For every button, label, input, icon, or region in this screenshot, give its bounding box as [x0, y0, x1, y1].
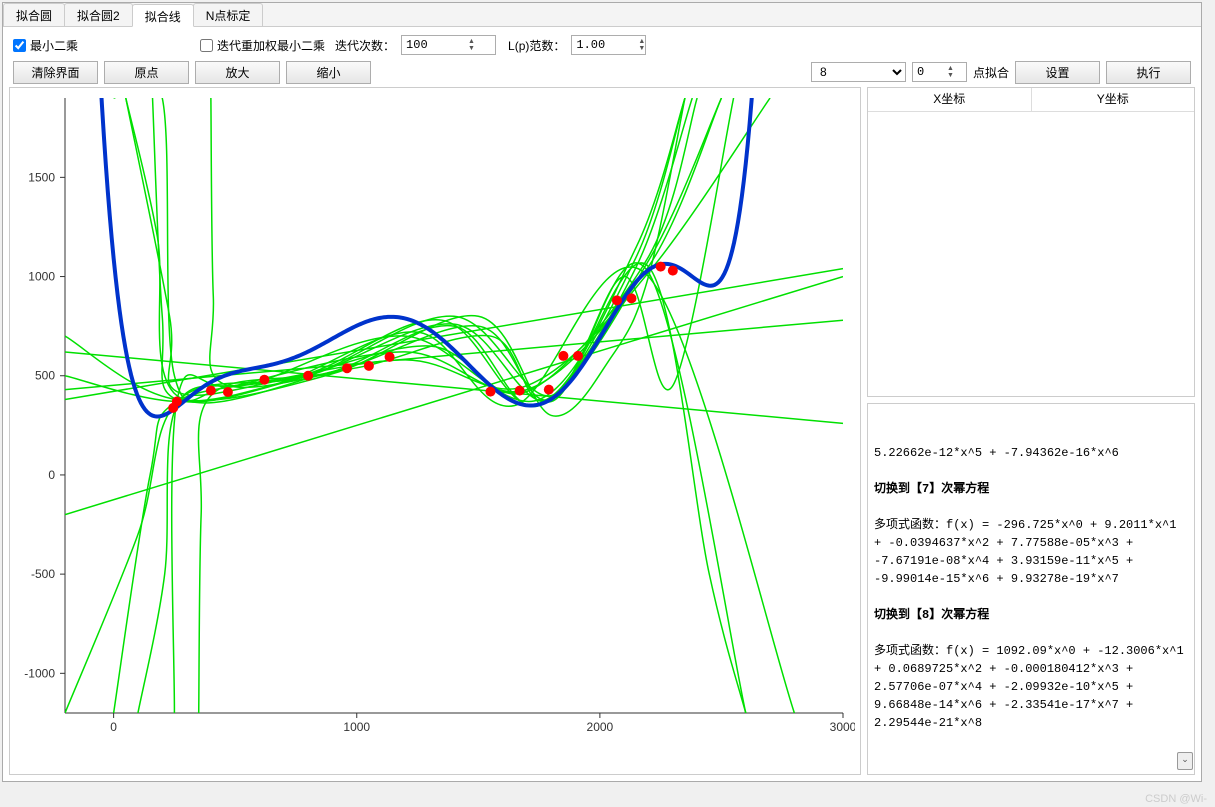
- iterations-spinner[interactable]: ▲▼: [401, 35, 496, 55]
- col-x-header: X坐标: [868, 88, 1032, 111]
- lp-norm-input[interactable]: [576, 38, 636, 52]
- lp-norm-label: L(p)范数：: [508, 37, 565, 54]
- log-output[interactable]: 5.22662e-12*x^5 + -7.94362e-16*x^6 切换到【7…: [867, 403, 1195, 775]
- tab-3[interactable]: N点标定: [193, 3, 264, 26]
- log-line: 切换到【8】次幂方程: [874, 606, 1188, 624]
- origin-button[interactable]: 原点: [104, 61, 189, 84]
- spinner-arrows[interactable]: ▲▼: [468, 38, 475, 52]
- svg-text:-500: -500: [31, 567, 55, 581]
- watermark: CSDN @Wi-: [1145, 793, 1207, 805]
- reweighted-label: 迭代重加权最小二乘: [217, 37, 325, 54]
- svg-text:0: 0: [110, 720, 117, 734]
- col-y-header: Y坐标: [1032, 88, 1195, 111]
- log-line: [874, 588, 1188, 606]
- tab-0[interactable]: 拟合圆: [3, 3, 65, 26]
- main-area: -1000 -500 0 500 1000 1500 0 1000 2000 3000 X坐标 Y…: [3, 87, 1201, 781]
- spinner-arrows[interactable]: ▲▼: [638, 38, 645, 52]
- least-squares-cb-input[interactable]: [13, 39, 26, 52]
- svg-text:3000: 3000: [830, 720, 855, 734]
- log-line: 5.22662e-12*x^5 + -7.94362e-16*x^6: [874, 444, 1188, 462]
- log-line: [874, 624, 1188, 642]
- controls-row-2: 清除界面 原点 放大 缩小 8 ▲▼ 点拟合 设置 执行: [3, 57, 1201, 87]
- table-header: X坐标 Y坐标: [868, 88, 1194, 112]
- plot-area[interactable]: -1000 -500 0 500 1000 1500 0 1000 2000 3000: [9, 87, 861, 775]
- svg-text:500: 500: [35, 369, 55, 383]
- zoom-in-button[interactable]: 放大: [195, 61, 280, 84]
- tab-1[interactable]: 拟合圆2: [64, 3, 133, 26]
- reweighted-checkbox[interactable]: 迭代重加权最小二乘: [200, 37, 325, 54]
- count-spinner[interactable]: ▲▼: [912, 62, 967, 82]
- right-panel: X坐标 Y坐标 5.22662e-12*x^5 + -7.94362e-16*x…: [867, 87, 1195, 775]
- log-line: 多项式函数：f(x) = -296.725*x^0 + 9.2011*x^1 +…: [874, 516, 1188, 588]
- clear-button[interactable]: 清除界面: [13, 61, 98, 84]
- spinner-arrows[interactable]: ▲▼: [947, 65, 954, 79]
- count-input[interactable]: [917, 65, 945, 79]
- point-fit-label: 点拟合: [973, 64, 1009, 81]
- least-squares-label: 最小二乘: [30, 37, 78, 54]
- svg-text:-1000: -1000: [24, 666, 55, 680]
- main-window: 拟合圆拟合圆2拟合线N点标定 最小二乘 迭代重加权最小二乘 迭代次数： ▲▼ L…: [2, 2, 1202, 782]
- tab-bar: 拟合圆拟合圆2拟合线N点标定: [3, 3, 1201, 27]
- execute-button[interactable]: 执行: [1106, 61, 1191, 84]
- svg-text:1000: 1000: [343, 720, 370, 734]
- log-line: 多项式函数：f(x) = 1092.09*x^0 + -12.3006*x^1 …: [874, 642, 1188, 732]
- iterations-input[interactable]: [406, 38, 466, 52]
- controls-row-1: 最小二乘 迭代重加权最小二乘 迭代次数： ▲▼ L(p)范数： ▲▼: [3, 27, 1201, 57]
- svg-text:2000: 2000: [587, 720, 614, 734]
- reweighted-cb-input[interactable]: [200, 39, 213, 52]
- settings-button[interactable]: 设置: [1015, 61, 1100, 84]
- log-line: 切换到【7】次幂方程: [874, 480, 1188, 498]
- zoom-out-button[interactable]: 缩小: [286, 61, 371, 84]
- iterations-label: 迭代次数：: [335, 37, 395, 54]
- scroll-down-icon[interactable]: ⌄: [1177, 752, 1193, 770]
- lp-norm-spinner[interactable]: ▲▼: [571, 35, 646, 55]
- log-line: [874, 462, 1188, 480]
- log-line: [874, 498, 1188, 516]
- tab-2[interactable]: 拟合线: [132, 4, 194, 27]
- least-squares-checkbox[interactable]: 最小二乘: [13, 37, 78, 54]
- svg-text:1500: 1500: [28, 170, 55, 184]
- svg-text:0: 0: [48, 468, 55, 482]
- chart-svg: -1000 -500 0 500 1000 1500 0 1000 2000 3000: [10, 88, 855, 748]
- svg-text:1000: 1000: [28, 270, 55, 284]
- coord-table: X坐标 Y坐标: [867, 87, 1195, 397]
- degree-select[interactable]: 8: [811, 62, 906, 82]
